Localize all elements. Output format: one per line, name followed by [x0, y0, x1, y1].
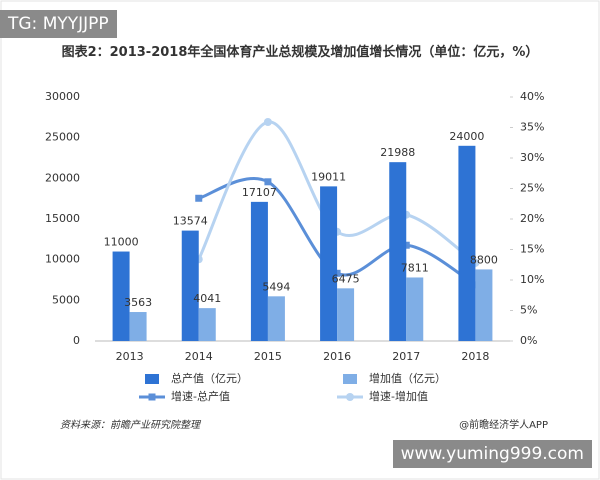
- y-tick-label: 15000: [45, 212, 80, 225]
- watermark: www.yuming999.com: [392, 440, 592, 468]
- data-label: 4041: [193, 292, 221, 305]
- data-label: 5494: [262, 280, 290, 293]
- marker: [263, 118, 272, 127]
- legend-swatch: [346, 393, 354, 401]
- bar: [129, 312, 147, 341]
- data-label: 8800: [470, 253, 498, 266]
- x-tick-label: 2013: [116, 350, 144, 363]
- y2-tick-label: 25%: [520, 182, 544, 195]
- credit: @前瞻经济学人APP: [459, 418, 548, 431]
- data-label: 11000: [104, 236, 139, 249]
- bar: [267, 296, 285, 341]
- marker: [264, 178, 272, 186]
- bar: [181, 230, 199, 341]
- y-tick-label: 20000: [45, 171, 80, 184]
- bar: [250, 201, 268, 341]
- y2-tick-label: 20%: [520, 212, 544, 225]
- legend-label: 增速-总产值: [171, 389, 230, 403]
- bar: [198, 308, 216, 341]
- data-label: 21988: [380, 146, 415, 159]
- x-tick-label: 2015: [254, 350, 282, 363]
- bar: [406, 277, 424, 341]
- legend-swatch: [148, 393, 156, 401]
- bar: [458, 145, 476, 341]
- y2-tick-label: 30%: [520, 151, 544, 164]
- data-label: 17107: [242, 186, 277, 199]
- marker: [195, 194, 203, 202]
- y2-tick-label: 40%: [520, 90, 544, 103]
- data-label: 3563: [124, 296, 152, 309]
- chart-title: 图表2：2013-2018年全国体育产业总规模及增加值增长情况（单位：亿元，%）: [61, 45, 539, 60]
- data-label: 24000: [449, 130, 484, 143]
- source: 资料来源：前瞻产业研究院整理: [60, 419, 202, 431]
- legend-label: 增速-增加值: [369, 389, 428, 403]
- x-tick-label: 2018: [461, 350, 489, 363]
- legend-label: 增加值（亿元）: [369, 371, 446, 385]
- y-tick-label: 0: [73, 334, 80, 347]
- legend-swatch: [145, 374, 159, 384]
- x-tick-label: 2016: [323, 350, 351, 363]
- y-tick-label: 10000: [45, 253, 80, 266]
- bar: [112, 251, 130, 341]
- y2-tick-label: 10%: [520, 273, 544, 286]
- y2-tick-label: 15%: [520, 243, 544, 256]
- bar: [389, 162, 407, 341]
- data-label: 19011: [311, 170, 346, 183]
- bar: [320, 186, 338, 341]
- y-tick-label: 5000: [52, 293, 80, 306]
- legend-swatch: [343, 374, 357, 384]
- bar: [475, 269, 493, 341]
- y-tick-label: 30000: [45, 90, 80, 103]
- data-label: 7811: [401, 261, 429, 274]
- data-label: 13574: [173, 215, 208, 228]
- y2-tick-label: 35%: [520, 121, 544, 134]
- bar: [337, 288, 355, 341]
- y2-tick-label: 0%: [520, 334, 537, 347]
- data-label: 6475: [332, 272, 360, 285]
- x-tick-label: 2014: [185, 350, 213, 363]
- y-tick-label: 25000: [45, 131, 80, 144]
- y2-tick-label: 5%: [520, 304, 537, 317]
- x-tick-label: 2017: [392, 350, 420, 363]
- watermark: TG: MYYJJPP: [0, 10, 117, 38]
- legend-label: 总产值（亿元）: [171, 371, 248, 385]
